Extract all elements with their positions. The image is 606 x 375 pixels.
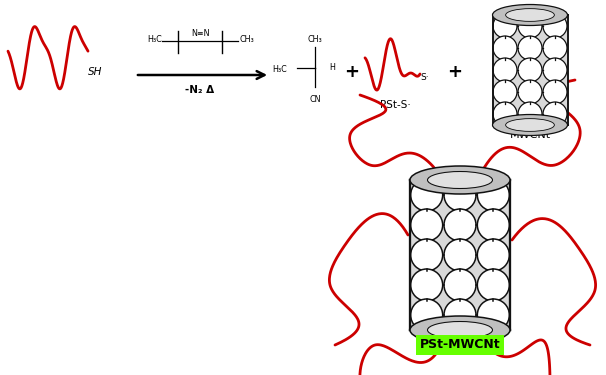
Circle shape — [518, 80, 542, 104]
Circle shape — [518, 58, 542, 82]
Circle shape — [493, 58, 517, 82]
Circle shape — [543, 80, 567, 104]
Text: MWCNt: MWCNt — [510, 130, 551, 140]
Circle shape — [493, 80, 517, 104]
Circle shape — [478, 239, 509, 271]
Circle shape — [411, 269, 442, 301]
Circle shape — [444, 299, 476, 331]
Ellipse shape — [505, 118, 554, 131]
Text: H: H — [329, 63, 335, 72]
Circle shape — [411, 299, 442, 331]
Circle shape — [543, 14, 567, 38]
Circle shape — [478, 299, 509, 331]
Text: PSt-S·: PSt-S· — [379, 100, 410, 110]
Ellipse shape — [505, 9, 554, 21]
Text: H₃C: H₃C — [272, 66, 287, 75]
Text: H₃C: H₃C — [148, 36, 162, 45]
Text: SH: SH — [88, 67, 102, 77]
Circle shape — [478, 269, 509, 301]
Ellipse shape — [493, 114, 567, 135]
Ellipse shape — [410, 316, 510, 344]
Ellipse shape — [427, 171, 493, 189]
Circle shape — [444, 179, 476, 211]
Text: +: + — [344, 63, 359, 81]
Text: S·: S· — [420, 74, 428, 82]
Circle shape — [493, 36, 517, 60]
Circle shape — [411, 209, 442, 241]
Text: -N₂ Δ: -N₂ Δ — [185, 85, 215, 95]
Text: N≡N: N≡N — [191, 28, 209, 38]
Ellipse shape — [427, 321, 493, 339]
Text: CH₃: CH₃ — [308, 34, 322, 44]
Ellipse shape — [410, 166, 510, 194]
Circle shape — [518, 14, 542, 38]
Bar — [493, 15, 567, 125]
Circle shape — [411, 179, 442, 211]
Circle shape — [518, 102, 542, 126]
Text: CH₃: CH₃ — [239, 36, 255, 45]
Circle shape — [444, 269, 476, 301]
Circle shape — [518, 36, 542, 60]
Bar — [410, 180, 510, 330]
Circle shape — [543, 36, 567, 60]
Circle shape — [543, 102, 567, 126]
Text: PSt-MWCNt: PSt-MWCNt — [420, 339, 501, 351]
Circle shape — [543, 58, 567, 82]
Circle shape — [478, 179, 509, 211]
Circle shape — [411, 239, 442, 271]
Text: CN: CN — [309, 95, 321, 104]
Circle shape — [493, 102, 517, 126]
Circle shape — [493, 14, 517, 38]
Circle shape — [444, 239, 476, 271]
Ellipse shape — [493, 4, 567, 26]
Circle shape — [478, 209, 509, 241]
Circle shape — [444, 209, 476, 241]
Text: +: + — [447, 63, 462, 81]
